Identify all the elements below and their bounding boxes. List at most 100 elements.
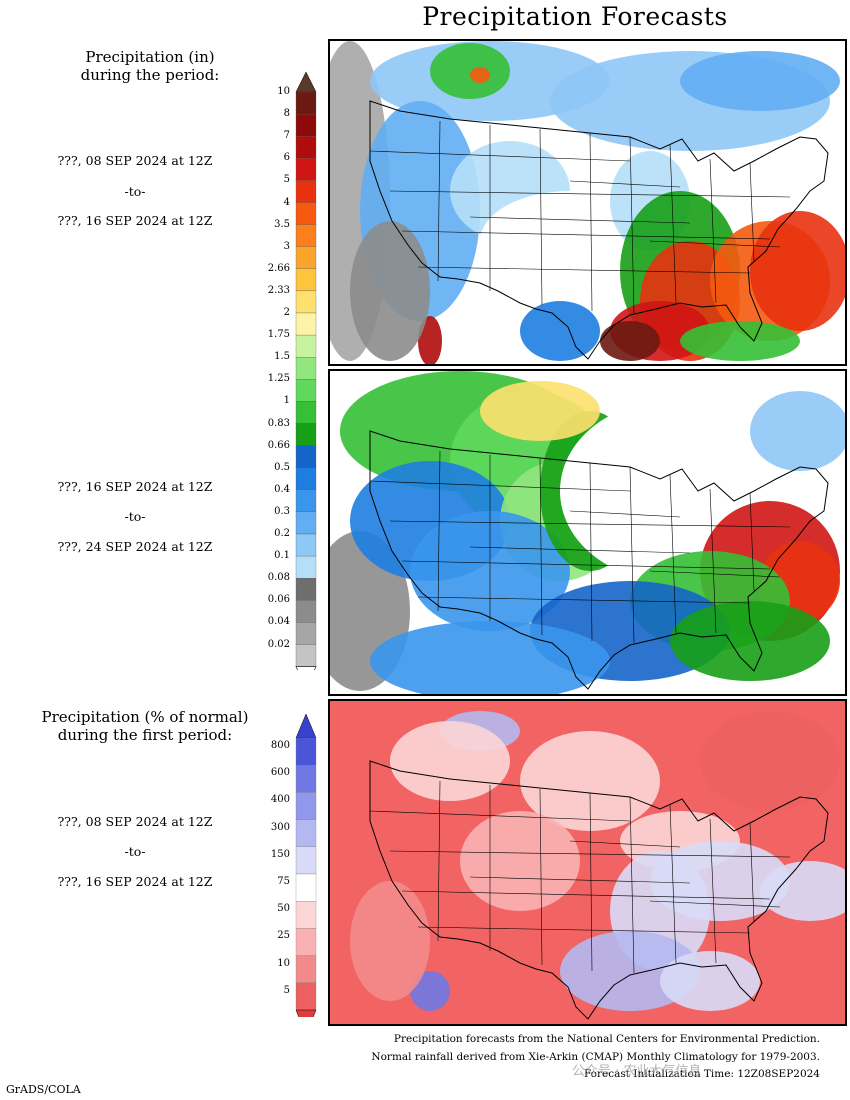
precip-colorbar-label: 1.5 xyxy=(274,351,290,363)
precip-heading-line1: Precipitation (in) xyxy=(85,48,215,66)
pct-colorbar-bottom-arrow xyxy=(295,1009,317,1037)
pct-heading-line2: during the first period: xyxy=(57,726,233,744)
pct-colorbar-label: 300 xyxy=(270,821,290,833)
map3-state-line xyxy=(401,890,771,900)
map2-state-line xyxy=(709,488,717,634)
map1-state-line xyxy=(669,144,677,304)
precip-colorbar-label: 0.4 xyxy=(274,483,290,495)
map2-blob xyxy=(750,391,845,471)
precip-colorbar-segment xyxy=(295,357,317,380)
pct-colorbar-segment xyxy=(295,737,317,766)
pct-colorbar-graphic xyxy=(295,713,317,1037)
map1-blob xyxy=(430,43,510,99)
map3-state-line xyxy=(569,840,681,848)
map1-blob xyxy=(680,321,800,361)
precip-colorbar-label: 0.04 xyxy=(267,616,290,628)
precip-colorbar-segment xyxy=(295,511,317,535)
period3-to: -to- xyxy=(124,844,146,859)
precip-colorbar-segment xyxy=(295,423,317,446)
pct-heading: Precipitation (% of normal) during the f… xyxy=(10,708,280,744)
map3-state-line xyxy=(369,810,631,822)
map3-state-line xyxy=(749,822,755,922)
precip-colorbar-segment xyxy=(295,555,317,579)
map3-blob xyxy=(760,861,845,921)
map2-state-line xyxy=(629,466,635,644)
software-credit: GrADS/COLA xyxy=(6,1083,81,1096)
pct-colorbar-segment xyxy=(295,982,317,1011)
map3-state-line xyxy=(709,818,717,964)
map2-state-line xyxy=(437,450,441,612)
map3-blob xyxy=(390,721,510,801)
map2-state-line xyxy=(649,570,781,578)
precip-colorbar-segment xyxy=(295,290,317,314)
credit-line2: Normal rainfall derived from Xie-Arkin (… xyxy=(371,1051,820,1063)
precip-colorbar-segment xyxy=(295,180,317,203)
map1-blob xyxy=(520,301,600,361)
precip-colorbar-segment xyxy=(295,312,317,336)
precip-colorbar-segment xyxy=(295,533,317,557)
precip-colorbar-label: 3.5 xyxy=(274,218,290,230)
map1-blob xyxy=(680,51,840,111)
map2-blob xyxy=(370,621,610,694)
map3-state-line xyxy=(669,804,677,964)
map1-state-line xyxy=(369,150,631,162)
precip-colorbar-label: 0.5 xyxy=(274,461,290,473)
precip-colorbar-segment xyxy=(295,578,317,601)
pct-colorbar-segment xyxy=(295,928,317,956)
pct-colorbar: 800 600 400 300 150 75 50 25 10 5 xyxy=(250,712,330,1037)
map3-state-line xyxy=(589,792,593,972)
precip-colorbar-segment xyxy=(295,268,317,292)
precip-colorbar-segment xyxy=(295,379,317,402)
map3-state-line xyxy=(649,900,781,908)
pct-colorbar-segment xyxy=(295,792,317,820)
map2-state-line xyxy=(369,480,631,492)
precip-colorbar-label: 0.08 xyxy=(267,572,290,584)
pct-colorbar-segment xyxy=(295,765,317,793)
precip-colorbar-segment xyxy=(295,401,317,424)
map1-blob xyxy=(470,67,490,83)
precip-colorbar-segment xyxy=(295,136,317,159)
map-precip-week2 xyxy=(328,369,847,696)
pct-colorbar-label: 400 xyxy=(270,794,290,806)
precip-colorbar-segment xyxy=(295,158,317,181)
precip-colorbar-segment xyxy=(295,622,317,645)
precip-colorbar-segment xyxy=(295,600,317,623)
map1-blob xyxy=(600,321,660,361)
map1-state-line xyxy=(437,120,441,282)
precip-colorbar-label: 3 xyxy=(283,240,290,252)
precip-colorbar-segment xyxy=(295,113,317,137)
precip-colorbar-segment xyxy=(295,91,317,115)
map-percent-normal xyxy=(328,699,847,1026)
precip-colorbar-bottom-arrow xyxy=(295,666,317,688)
precip-colorbar: 10 8 7 6 5 4 3.5 3 2.66 2.33 2 1.75 1.5 1.25 1 0.83 0.66… xyxy=(250,70,330,688)
precip-heading: Precipitation (in) during the period: xyxy=(20,48,280,84)
pct-colorbar-label: 800 xyxy=(270,740,290,751)
map3-state-line xyxy=(437,780,441,942)
map2-blob xyxy=(480,381,600,441)
precip-colorbar-segment xyxy=(295,445,317,468)
period3-end: ???, 16 SEP 2024 at 12Z xyxy=(57,874,213,889)
precip-colorbar-label: 5 xyxy=(283,174,290,186)
map2-state-line xyxy=(589,462,593,642)
map2-state-line xyxy=(569,510,681,518)
pct-heading-line1: Precipitation (% of normal) xyxy=(41,708,249,726)
map1-blob xyxy=(350,221,430,361)
period3-start: ???, 08 SEP 2024 at 12Z xyxy=(57,814,213,829)
precip-colorbar-segment xyxy=(295,644,317,667)
map2-field xyxy=(330,371,845,694)
credit-line3: Forecast Initialization Time: 12Z08SEP20… xyxy=(583,1068,820,1080)
map1-state-line xyxy=(569,180,681,188)
precip-colorbar-label: 2 xyxy=(283,307,290,318)
map1-blob xyxy=(750,211,845,331)
map1-blob xyxy=(418,316,442,364)
pct-colorbar-label: 600 xyxy=(270,767,290,779)
precip-colorbar-label: 8 xyxy=(283,108,290,120)
pct-colorbar-label: 10 xyxy=(277,957,290,969)
map3-state-line xyxy=(539,788,543,966)
map2-state-line xyxy=(401,560,771,570)
precip-colorbar-graphic xyxy=(295,71,317,688)
precip-colorbar-segment xyxy=(295,467,317,490)
precip-colorbar-label: 0.02 xyxy=(267,638,290,650)
precip-colorbar-label: 1 xyxy=(283,395,290,407)
precip-colorbar-label: 2.33 xyxy=(267,284,290,296)
